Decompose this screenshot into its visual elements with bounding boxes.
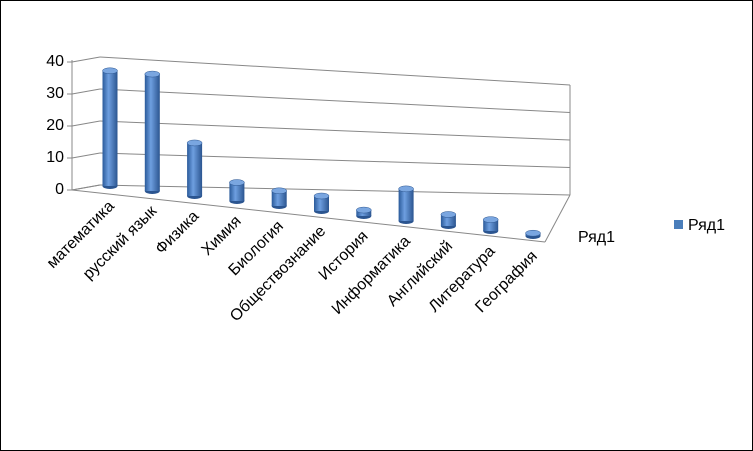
bar-top <box>398 185 414 193</box>
bar <box>186 139 203 199</box>
bar-top <box>313 192 330 200</box>
floor-edge <box>71 189 546 243</box>
bar-top <box>482 216 499 223</box>
bar <box>271 187 287 209</box>
bar <box>313 192 330 214</box>
bar-body <box>271 190 287 206</box>
y-tick-label: 30 <box>46 85 64 102</box>
tick-mark <box>71 56 101 63</box>
bar-body <box>398 188 414 221</box>
bar-top <box>186 139 203 147</box>
bar-top <box>271 187 287 195</box>
bar-body <box>440 214 456 226</box>
bar-body <box>483 219 499 231</box>
grid-line <box>99 120 571 141</box>
y-tick-label: 0 <box>55 181 64 198</box>
tick-mark <box>71 184 101 191</box>
bar-top <box>229 179 245 186</box>
y-tick-label: 40 <box>46 53 64 70</box>
legend-label: Ряд1 <box>688 217 725 234</box>
grid-line <box>99 88 571 113</box>
bar <box>440 211 457 229</box>
y-tick-label: 10 <box>46 149 64 166</box>
bar-body <box>314 196 329 211</box>
bar-top <box>525 229 541 237</box>
y-tick-label: 20 <box>46 117 64 134</box>
grid-line <box>99 152 571 168</box>
bar <box>525 229 541 239</box>
tick-mark <box>71 120 101 127</box>
bar-top <box>144 70 161 78</box>
bar-top <box>440 211 457 218</box>
bar <box>398 185 414 224</box>
bar-body <box>229 182 245 201</box>
bar <box>356 206 372 219</box>
bar-top <box>356 206 372 214</box>
bar-body <box>102 70 118 186</box>
bar-top <box>102 67 118 75</box>
legend-swatch <box>674 220 683 229</box>
bar-body <box>144 74 160 191</box>
tick-mark <box>71 152 101 159</box>
floor-edge <box>544 194 571 243</box>
bar <box>482 216 499 234</box>
grid-line <box>99 56 571 86</box>
depth-label: Ряд1 <box>578 229 615 246</box>
bar <box>102 67 118 189</box>
bar <box>229 179 245 204</box>
bar-body <box>187 142 203 196</box>
grid-line <box>99 184 571 196</box>
tick-mark <box>71 88 101 95</box>
bar <box>144 70 161 194</box>
